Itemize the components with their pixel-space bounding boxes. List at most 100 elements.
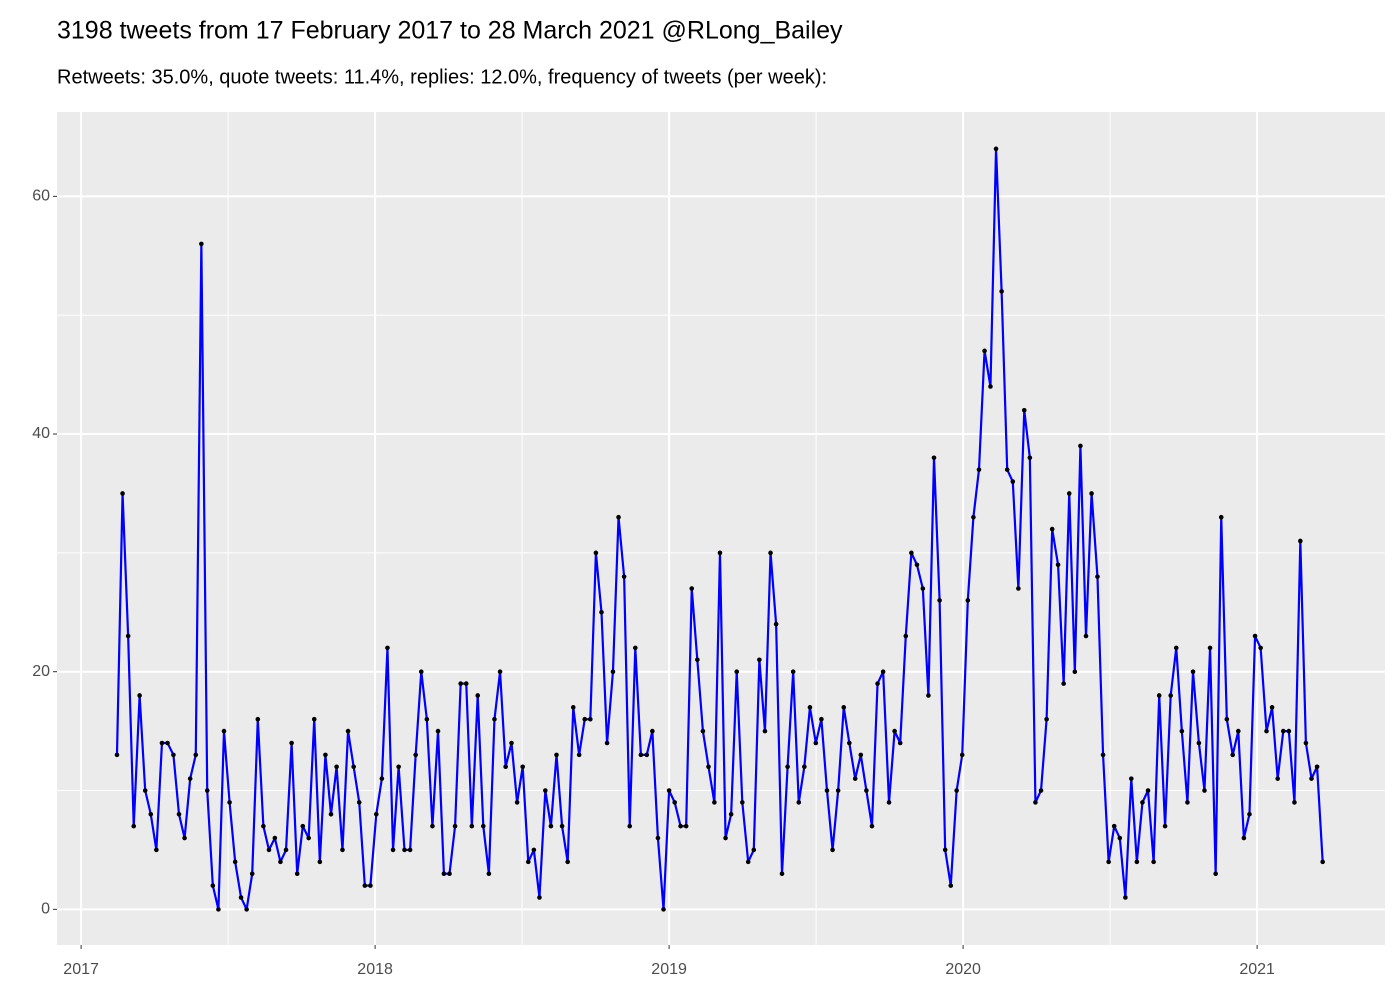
point [311,716,317,722]
point [1185,800,1190,805]
point [706,764,711,770]
point [616,514,621,520]
point [599,609,604,615]
point [1111,823,1117,829]
point [869,823,875,829]
point [125,633,131,639]
point [390,847,396,853]
point [678,823,683,829]
point [768,550,773,556]
point [909,550,914,556]
point [1230,752,1236,758]
point [385,645,390,651]
point [728,811,734,817]
point [272,835,278,841]
point [655,835,661,841]
point [418,669,424,674]
point [469,823,475,829]
point [723,835,728,841]
point [373,811,379,817]
point [751,847,757,853]
point [148,811,154,817]
point [779,871,785,877]
point [689,586,695,591]
point [514,800,520,805]
point [762,728,768,734]
point [238,895,244,900]
point [1117,835,1123,841]
point [1247,811,1252,817]
y-tick-label: 40 [32,425,50,442]
point [982,348,987,354]
x-tick-label: 2021 [1239,961,1275,978]
point [1016,586,1021,591]
point [650,728,655,734]
point [328,811,334,817]
point [1140,800,1145,805]
point [430,823,435,829]
point [1095,574,1100,579]
x-tick-label: 2019 [651,961,687,978]
point [447,871,452,877]
point [543,788,548,793]
point [509,740,514,746]
point [1083,633,1089,639]
point [255,716,261,722]
point [942,847,948,853]
point [244,907,249,912]
point [554,752,559,758]
point [588,716,593,722]
point [638,752,644,758]
point [537,895,542,900]
point [520,764,525,770]
point [1303,740,1309,746]
point [165,740,170,746]
point [452,823,458,829]
point [773,621,779,627]
point [210,883,216,888]
point [959,752,965,758]
point [965,598,971,603]
point [216,907,221,912]
point [593,550,599,556]
point [317,859,323,865]
point [1275,776,1280,781]
point [120,491,125,496]
point [740,800,745,805]
point [1151,859,1156,865]
point [278,859,283,865]
point [565,859,570,865]
point [734,669,740,674]
point [1190,669,1196,674]
point [356,800,362,805]
point [830,847,835,853]
point [1269,705,1275,710]
point [1207,645,1213,651]
point [1179,728,1185,734]
point [481,823,486,829]
point [880,669,886,674]
point [1213,871,1218,877]
point [142,788,148,793]
point [841,705,847,710]
y-tick-label: 60 [32,188,50,205]
point [396,764,401,770]
point [1038,788,1044,793]
point [300,823,306,829]
point [1264,728,1269,734]
point [548,823,554,829]
point [1106,859,1111,865]
point [1049,526,1055,532]
point [159,740,165,746]
chart-title: 3198 tweets from 17 February 2017 to 28 … [57,17,843,45]
point [1055,562,1061,568]
point [1218,514,1224,520]
point [835,788,841,793]
x-tick-label: 2017 [63,961,99,978]
point [1156,693,1162,698]
point [802,764,807,770]
point [323,752,328,758]
y-tick-label: 20 [32,663,50,680]
point [1066,491,1072,496]
